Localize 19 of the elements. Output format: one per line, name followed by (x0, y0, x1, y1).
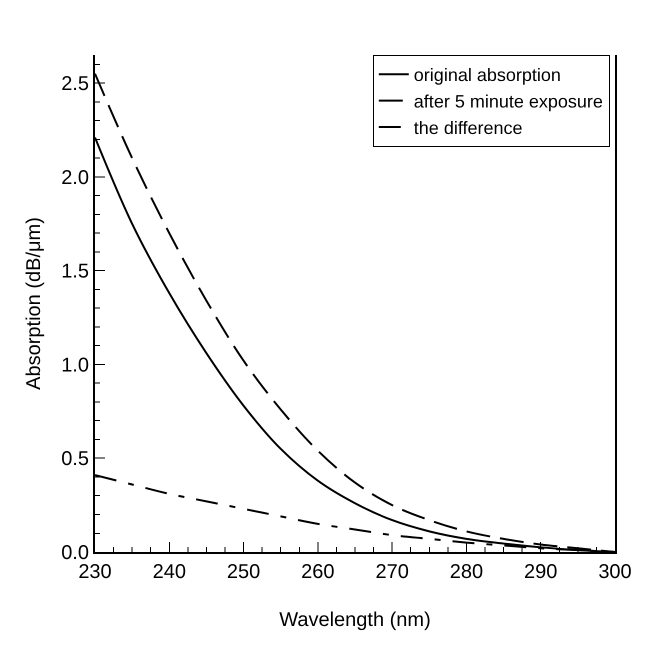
legend-label: after 5 minute exposure (414, 92, 603, 112)
x-axis-title: Wavelength (nm) (279, 609, 431, 631)
x-tick-label: 260 (301, 561, 335, 583)
y-tick-label: 1.5 (61, 260, 89, 283)
y-tick-label: 0.5 (61, 448, 89, 470)
y-axis-title: Absorption (dB/μm) (23, 217, 46, 390)
x-tick-label: 270 (375, 561, 409, 583)
legend-label: original absorption (414, 65, 561, 86)
legend-label: the difference (414, 118, 523, 138)
x-tick-label: 230 (78, 561, 112, 583)
y-tick-label: 2.5 (61, 73, 89, 96)
y-tick-label: 2.0 (61, 166, 89, 189)
y-tick-label: 0.0 (61, 542, 89, 564)
x-tick-label: 250 (226, 561, 260, 583)
y-tick-label: 1.0 (61, 354, 89, 376)
x-tick-label: 290 (524, 561, 558, 583)
x-tick-label: 280 (450, 561, 484, 583)
x-tick-label: 300 (598, 561, 632, 583)
x-tick-label: 240 (152, 561, 186, 583)
